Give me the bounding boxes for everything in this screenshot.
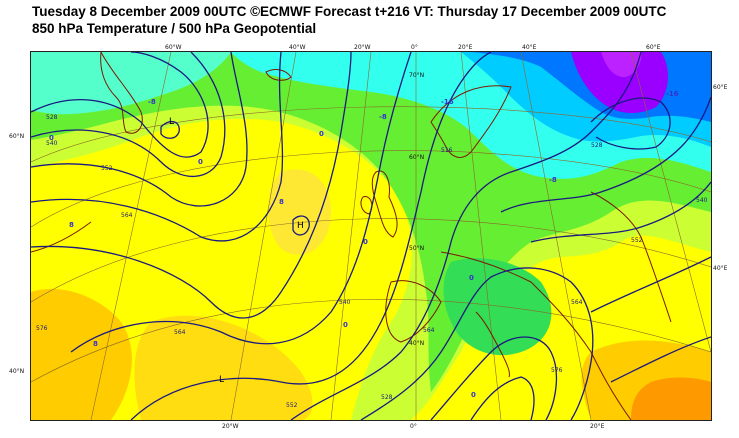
temp-label: 8 xyxy=(93,340,98,348)
map-subtitle: 850 hPa Temperature / 500 hPa Geopotenti… xyxy=(32,21,317,36)
right-lat-label: 60°E xyxy=(713,84,728,91)
contour-labels: 528 540 552 564 576 564 552 540 528 564 … xyxy=(36,114,708,409)
temp-label: 0 xyxy=(198,158,203,166)
east-coast xyxy=(590,191,672,323)
inner-lat-label: 60°N xyxy=(409,154,424,161)
temp-label: 8 xyxy=(69,221,74,229)
hot-region-se xyxy=(631,377,711,420)
contour-label: 528 xyxy=(46,114,58,121)
temp-label: -8 xyxy=(549,176,557,184)
top-lon-label: 20°W xyxy=(354,44,371,51)
top-lon-label: 0° xyxy=(411,44,418,51)
scandinavia-coast xyxy=(430,85,512,158)
inner-lat-label: 40°N xyxy=(409,340,424,347)
britain-coast xyxy=(371,170,398,238)
greenland-coast xyxy=(100,52,143,134)
temperature-labels: -8 0 0 8 0 0 8 0 -8 -16 0 -8 0 8 -16 xyxy=(49,90,679,399)
italy-coast xyxy=(475,311,510,378)
ireland-coast xyxy=(360,196,373,215)
top-lon-label: 40°E xyxy=(522,44,537,51)
contour-label: 564 xyxy=(174,329,186,336)
cold-pool-europe xyxy=(443,258,552,356)
inner-lat-label: 50°N xyxy=(409,245,424,252)
temp-label: 0 xyxy=(469,274,474,282)
contour-label: 528 xyxy=(381,394,393,401)
coastlines xyxy=(31,52,672,420)
america-coast xyxy=(31,221,92,253)
contour-label: 540 xyxy=(46,140,58,147)
right-lat-label: 40°E xyxy=(713,265,728,272)
temp-label: 0 xyxy=(319,130,324,138)
bottom-lon-label: 0° xyxy=(410,423,417,430)
weather-map: L H L 70°N 60°N 50°N 40°N 528 540 552 56… xyxy=(30,51,712,421)
geopotential-contours xyxy=(31,52,711,420)
graticule xyxy=(31,52,711,420)
iceland-coast xyxy=(265,69,292,81)
contour-label: 576 xyxy=(551,367,563,374)
contour-label: 576 xyxy=(36,325,48,332)
contour-label: 564 xyxy=(571,299,583,306)
temp-label: 0 xyxy=(343,321,348,329)
contour-label: 552 xyxy=(631,237,643,244)
contour-label: 516 xyxy=(441,147,453,154)
low-pressure-center: L xyxy=(219,375,224,385)
contour-label: 540 xyxy=(696,197,708,204)
map-title: Tuesday 8 December 2009 00UTC ©ECMWF For… xyxy=(32,4,667,19)
left-lat-label: 60°N xyxy=(9,133,25,140)
contour-label: 564 xyxy=(423,327,435,334)
top-lon-label: 20°E xyxy=(458,44,473,51)
bottom-lon-label: 20°E xyxy=(590,423,605,430)
contour-label: 540 xyxy=(339,299,351,306)
top-lon-label: 40°W xyxy=(289,44,306,51)
contour-label: 552 xyxy=(286,402,298,409)
temp-label: 0 xyxy=(471,391,476,399)
cold-region-nw xyxy=(31,52,231,115)
temp-label: -16 xyxy=(441,98,454,106)
bottom-lon-label: 20°W xyxy=(222,423,239,430)
contour-label: 552 xyxy=(101,165,113,172)
low-pressure-center: L xyxy=(169,117,174,127)
top-lon-label: 60°W xyxy=(165,44,182,51)
temp-label: -8 xyxy=(379,113,387,121)
europe-coast xyxy=(440,251,632,420)
temp-label: 0 xyxy=(363,238,368,246)
left-lat-label: 40°N xyxy=(9,368,25,375)
temp-label: -16 xyxy=(666,90,679,98)
iberia-coast xyxy=(385,280,442,343)
warm-region-south xyxy=(134,315,313,420)
inner-lat-label: 70°N xyxy=(409,72,424,79)
contour-label: 528 xyxy=(591,142,603,149)
top-lon-label: 60°E xyxy=(646,44,661,51)
warm-region-sw xyxy=(31,288,132,420)
warm-pocket-atlantic xyxy=(268,169,331,255)
high-pressure-center: H xyxy=(297,221,304,231)
temp-label: -8 xyxy=(148,98,156,106)
temp-label: 0 xyxy=(49,134,54,142)
contour-label: 564 xyxy=(121,212,133,219)
arctic-core-inner xyxy=(601,52,642,78)
temp-label: 8 xyxy=(279,198,284,206)
